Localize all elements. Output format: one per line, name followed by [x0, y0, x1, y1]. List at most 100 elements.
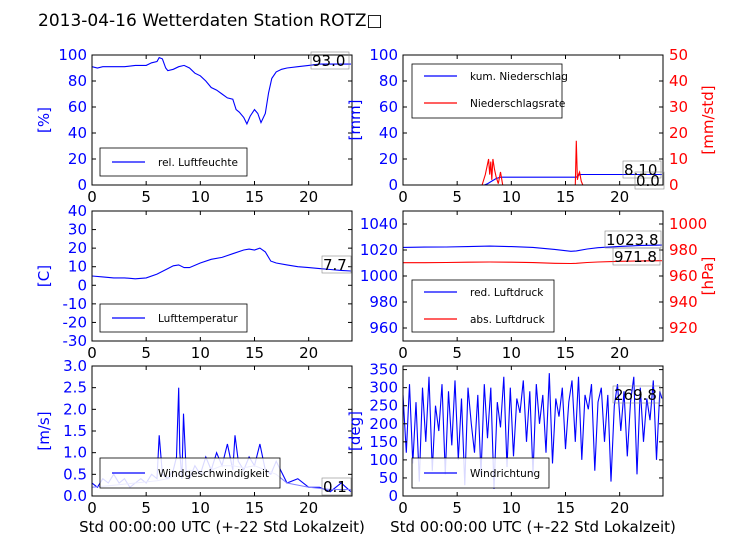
- x-tick-label: 10: [502, 499, 521, 517]
- panel-humidity: 0 5 10 15 20 0 20 40 60 80 100 [%] rel. Luftfeuchte 9…: [35, 46, 353, 206]
- y-tick-label: 80: [68, 72, 87, 90]
- x-tick-label: 5: [452, 499, 462, 517]
- series-line-pressure-0: [403, 244, 662, 252]
- value-annotation: 0.0: [636, 172, 660, 190]
- x-tick-label: 15: [556, 188, 575, 206]
- y-tick-label: 80: [379, 72, 398, 90]
- x-tick-label: 10: [502, 344, 521, 362]
- y-axis-label: [%]: [35, 107, 53, 133]
- series-line-humidity-0: [92, 56, 351, 126]
- y-tick-label: 2.0: [63, 400, 87, 418]
- value-annotation-box: [634, 171, 665, 190]
- y-tick-label: 0: [77, 276, 87, 294]
- y-right-tick-label: 940: [669, 293, 698, 311]
- y-tick-label: 0: [77, 176, 87, 194]
- plot-frame: [402, 365, 664, 497]
- y-right-tick-label: 920: [669, 319, 698, 337]
- x-tick-label: 20: [610, 188, 629, 206]
- y-tick-label: 30: [68, 221, 87, 239]
- y-right-tick-label: 980: [669, 241, 698, 259]
- y-axis-label-right: [hPa]: [699, 257, 717, 296]
- y-tick-label: 1040: [360, 215, 398, 233]
- value-annotation: 971.8: [614, 248, 657, 266]
- y-tick-label: 250: [369, 397, 398, 415]
- series-line-precipitation-1: [403, 140, 663, 185]
- panel-wind-direction: 0 5 10 15 20050100150200250300350[deg]Windri…: [346, 361, 664, 517]
- y-tick-label: 0.0: [63, 487, 87, 505]
- series-line-pressure-1: [403, 260, 662, 265]
- x-tick-label: 15: [556, 344, 575, 362]
- legend-label: abs. Luftdruck: [470, 314, 546, 326]
- y-tick-label: 20: [379, 150, 398, 168]
- value-annotation: 7.7: [323, 256, 347, 274]
- y-tick-label: 100: [369, 451, 398, 469]
- y-tick-label: 1020: [360, 241, 398, 259]
- x-tick-label: 10: [191, 188, 210, 206]
- y-axis-label: [deg]: [346, 411, 364, 451]
- y-tick-label: 40: [68, 202, 87, 220]
- legend-label: Windrichtung: [470, 468, 540, 480]
- y-tick-label: 2.5: [63, 379, 87, 397]
- x-tick-label: 5: [452, 188, 462, 206]
- y-axis-label: [mm]: [346, 100, 364, 141]
- legend-label: Niederschlagsrate: [470, 98, 565, 110]
- y-tick-label: 350: [369, 361, 398, 379]
- x-tick-label: 20: [299, 499, 318, 517]
- legend-label: kum. Niederschlag: [470, 71, 568, 83]
- x-tick-label: 5: [141, 344, 151, 362]
- panel-precipitation: 0 5 10 15 20 0 20 40 60 80 100 0 10 20 30 40 50 [mm] [mm/s…: [346, 46, 717, 206]
- y-tick-label: -30: [63, 332, 88, 350]
- legend-label: rel. Luftfeuchte: [158, 157, 238, 169]
- x-tick-label: 10: [191, 344, 210, 362]
- y-tick-label: 100: [58, 46, 87, 64]
- x-tick-label: 20: [299, 344, 318, 362]
- value-annotation: 93.0: [312, 52, 345, 70]
- x-tick-label: 0: [87, 188, 97, 206]
- y-tick-label: 40: [379, 124, 398, 142]
- x-tick-label: 5: [141, 499, 151, 517]
- legend-label: red. Luftdruck: [470, 287, 544, 299]
- legend-label: Windgeschwindigkeit: [158, 468, 269, 480]
- series-line-precipitation-0: [403, 173, 662, 185]
- x-tick-label: 15: [245, 499, 264, 517]
- y-tick-label: 0: [388, 176, 398, 194]
- y-right-tick-label: 50: [669, 46, 688, 64]
- y-tick-label: 20: [68, 150, 87, 168]
- x-tick-label: 15: [245, 344, 264, 362]
- y-tick-label: 300: [369, 379, 398, 397]
- panel-wind-speed: 0 5 10 15 20 0.0 0.5 1.0 1.5 2.0 2.5 3.0 [m/s] Windge…: [35, 357, 353, 517]
- value-annotation-box: [612, 385, 661, 404]
- y-right-tick-label: 1000: [669, 215, 707, 233]
- x-tick-label: 0: [398, 344, 408, 362]
- value-annotation-box: [321, 477, 352, 496]
- y-tick-label: 60: [379, 98, 398, 116]
- panel-temperature: 0 5 10 15 20-30-20-10010203040[C]Lufttempera…: [35, 202, 353, 362]
- y-tick-label: 1000: [360, 267, 398, 285]
- y-tick-label: 40: [68, 124, 87, 142]
- legend-label: Lufttemperatur: [158, 313, 238, 325]
- y-tick-label: 200: [369, 415, 398, 433]
- y-tick-label: 960: [369, 319, 398, 337]
- plot-frame: [402, 54, 664, 186]
- y-tick-label: 1.0: [63, 444, 87, 462]
- legend-box: [411, 63, 563, 119]
- y-tick-label: 100: [369, 46, 398, 64]
- y-tick-label: -20: [63, 313, 88, 331]
- y-tick-label: 3.0: [63, 357, 87, 375]
- y-tick-label: -10: [63, 295, 88, 313]
- y-tick-label: 980: [369, 293, 398, 311]
- x-tick-label: 15: [245, 188, 264, 206]
- value-annotation: 0.1: [323, 478, 347, 496]
- x-tick-label: 20: [299, 188, 318, 206]
- y-right-tick-label: 10: [669, 150, 688, 168]
- y-right-tick-label: 960: [669, 267, 698, 285]
- value-annotation: 8.10: [624, 161, 657, 179]
- figure-title: 2013-04-16 Wetterdaten Station ROTZ□: [38, 11, 383, 31]
- value-annotation-box: [612, 247, 661, 266]
- y-right-tick-label: 0: [669, 176, 679, 194]
- x-tick-label: 5: [452, 344, 462, 362]
- y-axis-label: [C]: [35, 265, 53, 287]
- x-tick-label: 0: [87, 499, 97, 517]
